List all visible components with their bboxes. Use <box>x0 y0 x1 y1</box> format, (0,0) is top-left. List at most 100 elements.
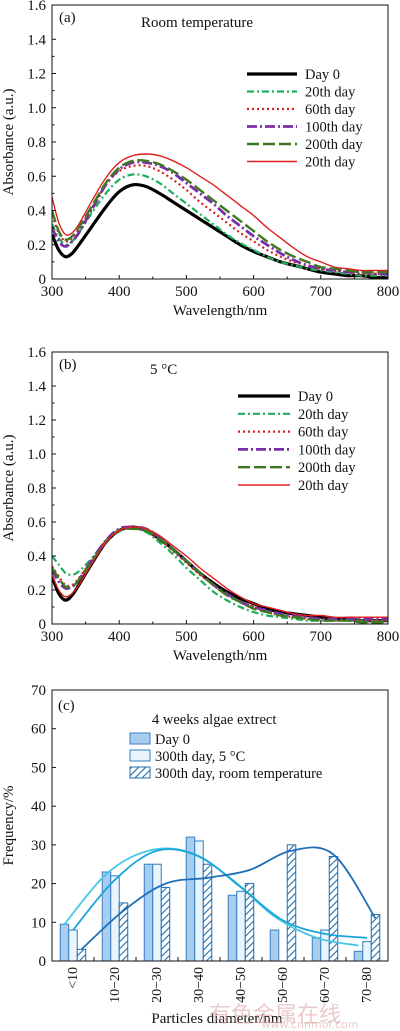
x-tick-label: 40−50 <box>234 967 249 1003</box>
x-tick-label: 700 <box>310 284 333 300</box>
y-tick-label: 0.4 <box>27 549 46 565</box>
y-tick-label: 50 <box>31 760 46 776</box>
y-tick-label: 30 <box>31 838 46 854</box>
legend-label-2: 300th day, 5 °C <box>155 749 245 765</box>
legend-label-2: 20th day <box>305 85 356 101</box>
bar-s2-0 <box>68 929 78 962</box>
y-tick-label: 1.4 <box>27 379 46 395</box>
x-tick-label: 500 <box>175 629 198 645</box>
y-tick-label: 1.2 <box>27 67 46 83</box>
series-line-3 <box>52 525 388 622</box>
legend-label-6: 20th day <box>305 155 356 171</box>
bar-s2-7 <box>362 941 372 962</box>
x-tick-label: 20−30 <box>150 967 165 1003</box>
x-tick-label: 500 <box>175 284 198 300</box>
panel-label: (a) <box>59 10 76 26</box>
x-tick-label: 600 <box>242 629 265 645</box>
x-axis-label: Wavelength/nm <box>173 648 268 664</box>
x-axis-label: Wavelength/nm <box>173 303 268 319</box>
legend-label-1: Day 0 <box>305 67 340 83</box>
y-tick-label: 1.0 <box>27 101 46 117</box>
y-tick-label: 0.8 <box>27 481 46 497</box>
series-line-4 <box>52 160 388 276</box>
y-axis-label: Absorbance (a.u.) <box>1 434 17 541</box>
chart-panel-c: 0 10 20 30 40 50 60 70 <10 10−20 20−30 30−40 40−50 50… <box>1 683 389 1027</box>
series-line-6 <box>52 526 388 619</box>
y-tick-label: 20 <box>31 877 46 893</box>
watermark-line2: www.cnnmol.com <box>262 1018 359 1031</box>
panel-label: (c) <box>58 698 75 714</box>
bar-s1-6 <box>311 937 322 962</box>
bar-s2-2 <box>152 863 162 962</box>
y-tick-label: 1.6 <box>27 0 46 14</box>
y-tick-label: 0.6 <box>27 515 46 531</box>
watermark: 有色金属在线 www.cnnmol.com <box>209 1003 358 1031</box>
legend-label-3: 60th day <box>298 425 349 441</box>
legend-label-4: 100th day <box>305 120 363 136</box>
series-line-4 <box>52 525 388 621</box>
series-line-5 <box>52 527 388 624</box>
bar-s1-5 <box>269 929 280 962</box>
bar-s1-2 <box>143 863 154 962</box>
bar-s2-4 <box>236 890 246 962</box>
bar-s3-0 <box>76 948 87 962</box>
y-tick-label: 0 <box>39 954 47 970</box>
x-tick-label: 70−80 <box>360 967 375 1003</box>
legend-swatch-3 <box>129 766 151 779</box>
y-tick-label: 0.2 <box>27 238 46 254</box>
y-tick-label: 1.6 <box>27 345 46 361</box>
legend-label-5: 200th day <box>305 137 363 153</box>
legend-label-3: 300th day, room temperature <box>155 766 322 782</box>
chart-title: 5 °C <box>150 362 177 378</box>
chart-panel-a: 0 0.2 0.4 0.6 0.8 1.0 1.2 1.4 1.6 300 400 500 600 700… <box>1 0 399 319</box>
x-tick-label: <10 <box>66 967 81 989</box>
y-tick-label: 10 <box>31 915 46 931</box>
y-tick-label: 0.2 <box>27 583 46 599</box>
legend-label-1: Day 0 <box>298 389 333 405</box>
x-tick-label: 300 <box>41 284 64 300</box>
x-tick-label: 50−60 <box>276 967 291 1003</box>
fit-curve-3 <box>80 846 377 951</box>
series-line-1 <box>52 525 388 623</box>
legend-label-1: Day 0 <box>155 732 190 748</box>
bar-s1-3 <box>185 836 196 962</box>
legend-label-4: 100th day <box>298 442 356 458</box>
series-line-3 <box>52 164 388 276</box>
y-tick-label: 70 <box>31 683 46 699</box>
y-tick-label: 0 <box>39 272 47 288</box>
bar-s3-2 <box>160 886 171 962</box>
x-tick-label: 60−70 <box>318 967 333 1003</box>
series-group <box>52 525 388 624</box>
x-tick-label: 400 <box>108 284 131 300</box>
x-tick-label: 30−40 <box>192 967 207 1003</box>
x-tick-label: 800 <box>377 284 400 300</box>
x-tick-label: 800 <box>377 629 400 645</box>
series-line-6 <box>52 153 388 272</box>
chart-panel-b: 0 0.2 0.4 0.6 0.8 1.0 1.2 1.4 1.6 300 400 500 600 700… <box>1 345 399 664</box>
series-line-2 <box>52 527 388 622</box>
legend-swatch-2 <box>129 749 151 762</box>
legend-label-6: 20th day <box>298 478 349 494</box>
y-tick-label: 40 <box>31 799 46 815</box>
bar-s1-4 <box>227 894 238 962</box>
bar-s1-0 <box>59 923 70 962</box>
fit-curve-2 <box>72 848 368 939</box>
series-group <box>52 153 388 279</box>
y-tick-label: 0.6 <box>27 169 46 185</box>
bar-s3-5 <box>286 844 297 962</box>
legend-swatch-1 <box>129 732 151 745</box>
x-tick-label: 400 <box>108 629 131 645</box>
bar-s2-3 <box>194 840 204 962</box>
y-tick-label: 0.4 <box>27 204 46 220</box>
bar-s1-7 <box>353 950 364 962</box>
x-axis-label: Particles diameter/nm <box>151 1011 283 1027</box>
panel-label: (b) <box>59 357 77 373</box>
y-axis-label: Frequency/% <box>1 786 17 866</box>
y-tick-label: 60 <box>31 722 46 738</box>
watermark-line1: 有色金属在线 <box>209 1003 341 1028</box>
legend-label-3: 60th day <box>305 102 356 118</box>
y-tick-label: 1.4 <box>27 32 46 48</box>
y-tick-label: 1.2 <box>27 413 46 429</box>
legend-title: 4 weeks algae extrect <box>152 712 276 728</box>
x-tick-label: 10−20 <box>108 967 123 1003</box>
